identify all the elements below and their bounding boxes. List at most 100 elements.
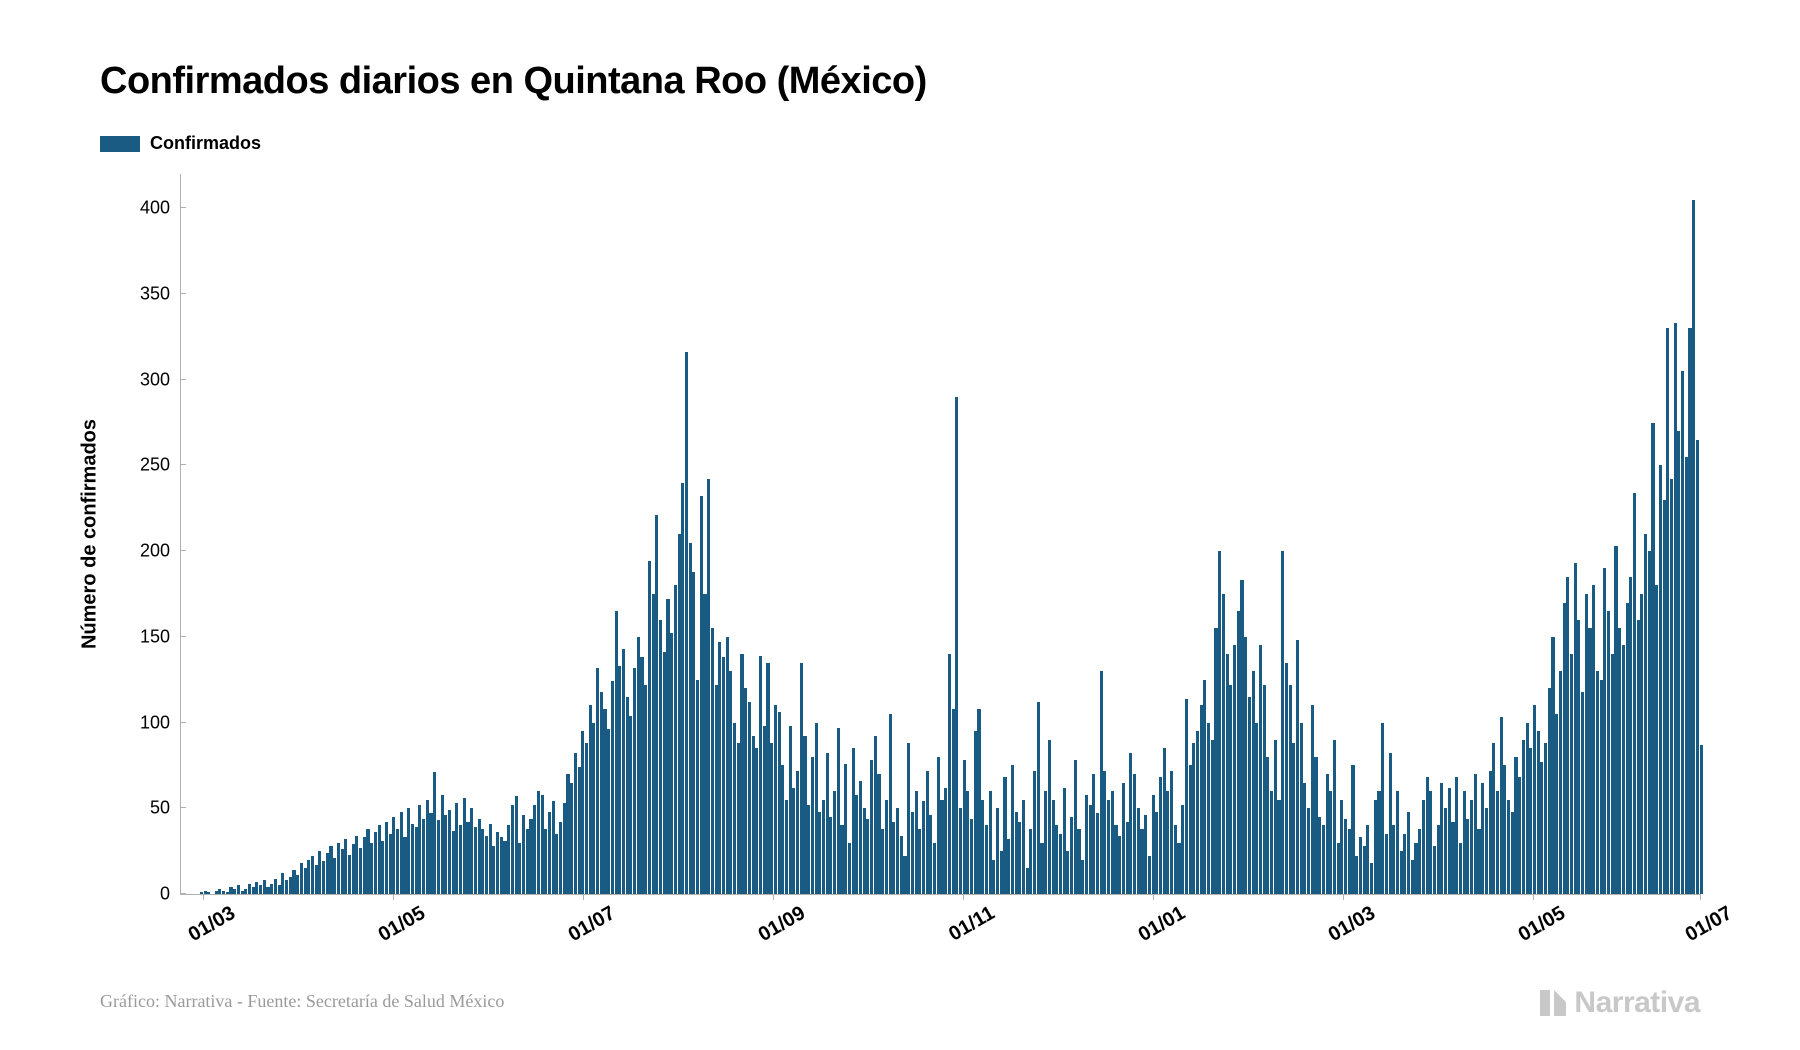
bar bbox=[370, 843, 373, 894]
bar bbox=[655, 515, 658, 894]
x-axis: 01/0301/0501/0701/0901/1101/0101/0301/05… bbox=[180, 894, 1700, 954]
bar bbox=[1296, 640, 1299, 894]
bar bbox=[840, 825, 843, 894]
bar bbox=[1026, 868, 1029, 894]
bar bbox=[1259, 645, 1262, 894]
bar bbox=[1455, 777, 1458, 894]
bar bbox=[1411, 860, 1414, 894]
bar bbox=[555, 834, 558, 894]
bar bbox=[781, 765, 784, 894]
bar bbox=[926, 771, 929, 894]
bar bbox=[1463, 791, 1466, 894]
bar bbox=[1326, 774, 1329, 894]
bar bbox=[900, 836, 903, 894]
bar bbox=[1277, 800, 1280, 894]
bar bbox=[692, 572, 695, 894]
bar bbox=[341, 849, 344, 894]
bar bbox=[285, 880, 288, 894]
bar bbox=[526, 829, 529, 894]
bar bbox=[263, 880, 266, 894]
bar bbox=[326, 853, 329, 894]
bar bbox=[670, 633, 673, 894]
bar bbox=[515, 796, 518, 894]
x-tick-label: 01/11 bbox=[945, 902, 999, 946]
bar bbox=[1089, 805, 1092, 894]
bar bbox=[1077, 829, 1080, 894]
bar bbox=[1433, 846, 1436, 894]
bar bbox=[1640, 594, 1643, 894]
bar bbox=[1033, 771, 1036, 894]
bar bbox=[615, 611, 618, 894]
bar bbox=[1185, 699, 1188, 894]
bar bbox=[448, 810, 451, 894]
bar bbox=[1037, 702, 1040, 894]
bar bbox=[607, 729, 610, 894]
bar bbox=[1622, 645, 1625, 894]
bar bbox=[1400, 851, 1403, 894]
bar bbox=[1437, 825, 1440, 894]
bar bbox=[1511, 812, 1514, 894]
bar bbox=[433, 772, 436, 894]
bar bbox=[944, 788, 947, 894]
bar bbox=[1314, 757, 1317, 894]
bar bbox=[1255, 723, 1258, 894]
bar bbox=[726, 637, 729, 894]
bar bbox=[1126, 822, 1129, 894]
bar bbox=[1618, 628, 1621, 894]
bar bbox=[1007, 839, 1010, 894]
bar bbox=[826, 753, 829, 894]
bar bbox=[1351, 765, 1354, 894]
bar bbox=[296, 875, 299, 894]
bar bbox=[1396, 791, 1399, 894]
bar bbox=[1266, 757, 1269, 894]
bar bbox=[418, 805, 421, 894]
bar bbox=[1122, 783, 1125, 894]
bar bbox=[518, 843, 521, 894]
bar bbox=[1655, 585, 1658, 894]
bar bbox=[1055, 825, 1058, 894]
bar bbox=[874, 736, 877, 894]
bar bbox=[415, 827, 418, 894]
bar bbox=[1374, 800, 1377, 894]
bar bbox=[970, 819, 973, 894]
bar bbox=[785, 800, 788, 894]
bar bbox=[563, 803, 566, 894]
bar bbox=[452, 831, 455, 894]
bar bbox=[1155, 812, 1158, 894]
bar bbox=[1496, 791, 1499, 894]
bar bbox=[1070, 817, 1073, 894]
x-tick-mark bbox=[583, 894, 584, 900]
bar bbox=[629, 716, 632, 894]
bar bbox=[511, 805, 514, 894]
bar bbox=[1666, 328, 1669, 894]
bar bbox=[1566, 577, 1569, 894]
bar bbox=[389, 834, 392, 894]
bar bbox=[1596, 671, 1599, 894]
bar bbox=[1022, 800, 1025, 894]
chart-container: Confirmados diarios en Quintana Roo (Méx… bbox=[0, 0, 1800, 1050]
bar bbox=[252, 887, 255, 894]
bar bbox=[752, 736, 755, 894]
bar bbox=[722, 657, 725, 894]
bar bbox=[1059, 834, 1062, 894]
bar bbox=[948, 654, 951, 894]
bar bbox=[503, 841, 506, 894]
bar bbox=[385, 822, 388, 894]
bar bbox=[559, 822, 562, 894]
bar bbox=[1229, 685, 1232, 894]
bar bbox=[1363, 846, 1366, 894]
bar bbox=[374, 832, 377, 894]
bar bbox=[1114, 825, 1117, 894]
bar bbox=[474, 827, 477, 894]
bar bbox=[1289, 685, 1292, 894]
bar bbox=[596, 668, 599, 894]
y-axis: 050100150200250300350400 bbox=[100, 174, 180, 894]
bar bbox=[937, 757, 940, 894]
bar bbox=[1252, 671, 1255, 894]
bar bbox=[578, 767, 581, 894]
bar bbox=[1611, 654, 1614, 894]
bar bbox=[852, 748, 855, 894]
bar bbox=[1263, 685, 1266, 894]
bar bbox=[1414, 843, 1417, 894]
bar bbox=[1163, 748, 1166, 894]
